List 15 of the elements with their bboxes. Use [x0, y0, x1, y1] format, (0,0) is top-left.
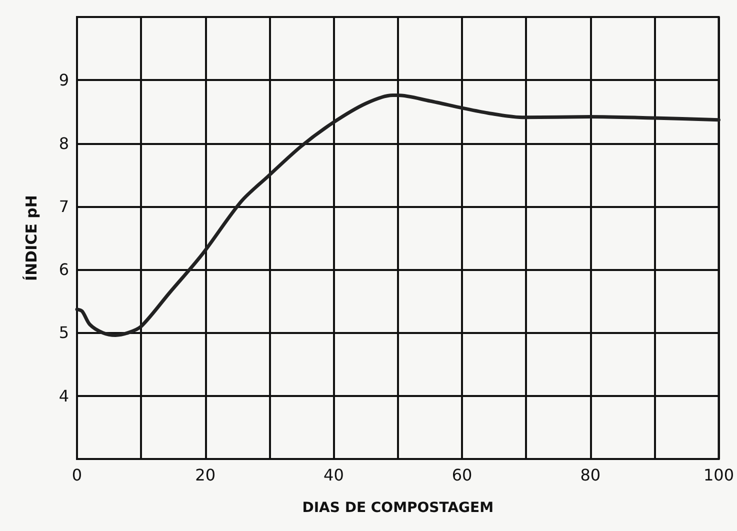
- y-axis-title: ÍNDICE pH: [22, 195, 40, 281]
- x-axis-title: DIAS DE COMPOSTAGEM: [302, 500, 494, 516]
- y-tick-label: 9: [58, 70, 69, 90]
- x-tick-label: 60: [452, 466, 472, 484]
- x-tick-label: 0: [72, 466, 82, 484]
- y-tick-label: 8: [58, 134, 69, 153]
- y-tick-label: 4: [58, 386, 69, 406]
- y-tick-label: 7: [58, 196, 69, 216]
- x-tick-label: 100: [703, 466, 734, 484]
- x-tick-label: 40: [324, 466, 344, 484]
- line-series: [75, 94, 720, 337]
- y-tick-label: 5: [58, 323, 69, 342]
- x-tick-label: 20: [195, 466, 216, 484]
- x-tick-label: 80: [580, 466, 601, 484]
- y-tick-label: 6: [58, 260, 69, 280]
